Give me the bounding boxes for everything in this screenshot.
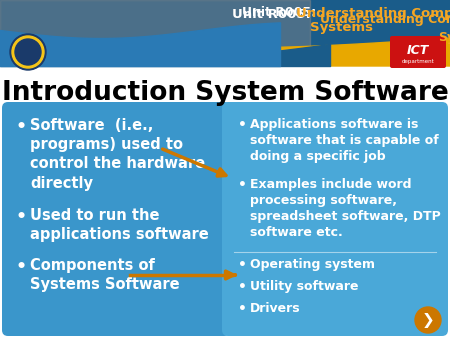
Text: Used to run the
applications software: Used to run the applications software — [30, 208, 209, 242]
Text: Understanding Computer: Understanding Computer — [296, 7, 450, 21]
Text: •: • — [238, 118, 247, 132]
Text: •: • — [238, 302, 247, 316]
Text: ❯: ❯ — [422, 313, 434, 328]
Text: Introduction System Software: Introduction System Software — [2, 80, 448, 106]
Text: Examples include word
processing software,
spreadsheet software, DTP
software et: Examples include word processing softwar… — [250, 178, 441, 239]
Bar — [0, 0, 450, 64]
Text: department: department — [401, 58, 434, 64]
Text: Applications software is
software that is capable of
doing a specific job: Applications software is software that i… — [250, 118, 439, 163]
Text: Operating system: Operating system — [250, 258, 375, 271]
Text: Understanding Computer
Systems: Understanding Computer Systems — [320, 13, 450, 44]
Text: •: • — [238, 280, 247, 294]
Circle shape — [415, 307, 441, 333]
Bar — [0, 0, 310, 64]
Text: •: • — [238, 258, 247, 272]
Circle shape — [12, 36, 44, 68]
Text: Systems: Systems — [310, 22, 373, 34]
Text: •: • — [16, 118, 27, 136]
Text: •: • — [238, 178, 247, 192]
FancyBboxPatch shape — [2, 102, 230, 336]
Text: ICT: ICT — [407, 45, 429, 57]
Text: Software  (i.e.,
programs) used to
control the hardware
directly: Software (i.e., programs) used to contro… — [30, 118, 205, 191]
Circle shape — [15, 39, 41, 65]
Text: Unit R005:: Unit R005: — [232, 7, 315, 21]
Text: Components of
Systems Software: Components of Systems Software — [30, 258, 180, 292]
Circle shape — [10, 34, 46, 70]
FancyBboxPatch shape — [222, 102, 448, 336]
Text: Utility software: Utility software — [250, 280, 359, 293]
Text: •: • — [16, 258, 27, 276]
Text: Unit R005:: Unit R005: — [242, 6, 320, 20]
Text: •: • — [16, 208, 27, 226]
FancyBboxPatch shape — [390, 36, 446, 68]
Text: Drivers: Drivers — [250, 302, 301, 315]
